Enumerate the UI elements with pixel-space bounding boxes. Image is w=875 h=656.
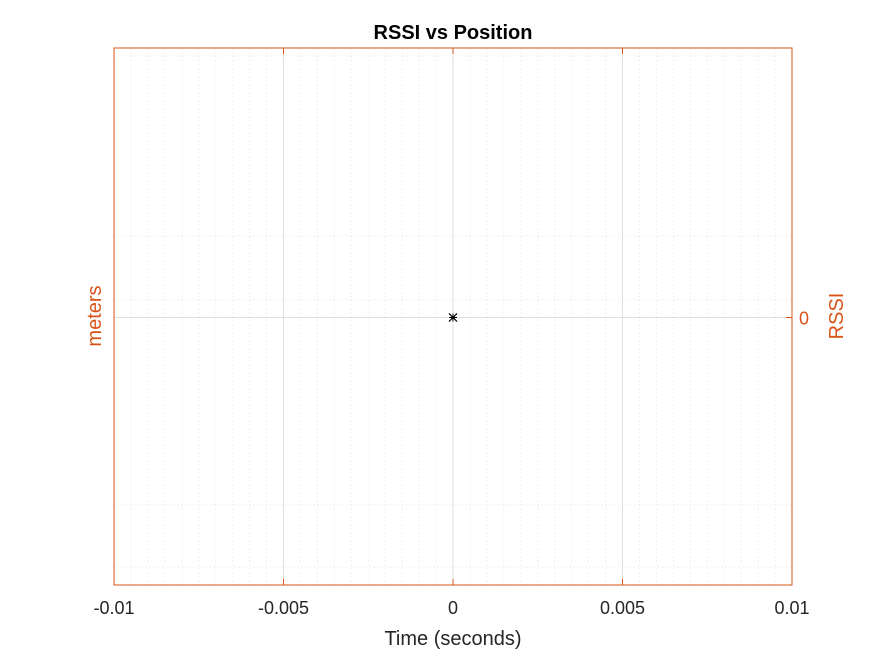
x-tick-label: 0	[448, 598, 458, 618]
y-right-tick-label: 0	[799, 309, 809, 329]
chart-title: RSSI vs Position	[374, 22, 533, 44]
minor-grid	[114, 48, 792, 585]
x-axis-label: Time (seconds)	[384, 628, 521, 650]
y-right-axis-ticks: 0	[786, 309, 809, 329]
plot-area	[113, 47, 793, 586]
x-tick-label: -0.005	[258, 598, 309, 618]
x-tick-label: -0.01	[93, 598, 134, 618]
x-tick-label: 0.005	[600, 598, 645, 618]
y-axis-label-right: RSSI	[826, 293, 848, 340]
x-axis-ticks: -0.01 -0.005 0 0.005 0.01	[93, 48, 810, 618]
x-tick-label: 0.01	[774, 598, 809, 618]
y-axis-label-left: meters	[84, 285, 106, 346]
data-markers	[448, 313, 458, 322]
star-marker	[448, 313, 458, 322]
